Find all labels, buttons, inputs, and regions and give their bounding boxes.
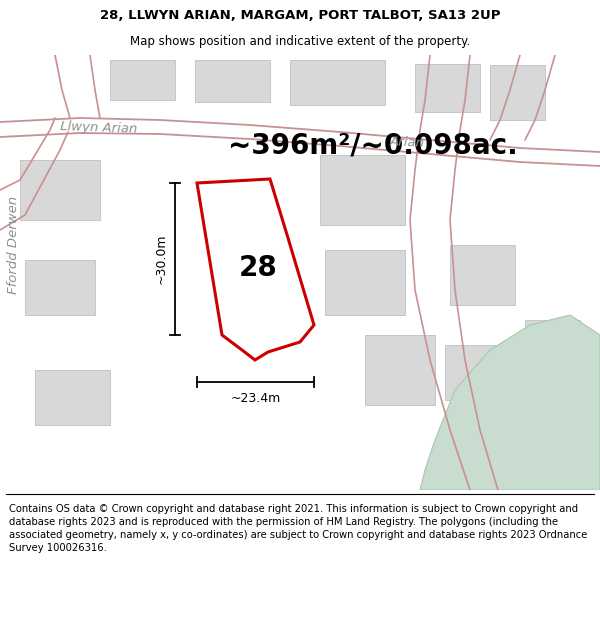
- Bar: [320, 155, 405, 225]
- Bar: [365, 335, 435, 405]
- Text: 28: 28: [239, 254, 277, 282]
- Text: 28, LLWYN ARIAN, MARGAM, PORT TALBOT, SA13 2UP: 28, LLWYN ARIAN, MARGAM, PORT TALBOT, SA…: [100, 9, 500, 22]
- Bar: [110, 60, 175, 100]
- Bar: [195, 60, 270, 102]
- Polygon shape: [420, 315, 600, 490]
- Bar: [20, 160, 100, 220]
- Bar: [490, 65, 545, 120]
- Bar: [445, 345, 510, 400]
- Bar: [35, 370, 110, 425]
- Bar: [525, 320, 580, 380]
- Bar: [415, 64, 480, 112]
- Text: ~396m²/~0.098ac.: ~396m²/~0.098ac.: [228, 132, 518, 160]
- Text: ~30.0m: ~30.0m: [155, 234, 167, 284]
- Bar: [450, 245, 515, 305]
- Text: Map shows position and indicative extent of the property.: Map shows position and indicative extent…: [130, 35, 470, 48]
- Polygon shape: [197, 179, 314, 360]
- Text: Contains OS data © Crown copyright and database right 2021. This information is : Contains OS data © Crown copyright and d…: [9, 504, 587, 553]
- Bar: [325, 250, 405, 315]
- Text: ~23.4m: ~23.4m: [230, 391, 281, 404]
- Bar: [290, 60, 385, 105]
- Bar: [25, 260, 95, 315]
- Text: Arian: Arian: [390, 134, 425, 149]
- Text: Ffordd Derwen: Ffordd Derwen: [7, 196, 20, 294]
- Text: Llwyn Arian: Llwyn Arian: [60, 120, 137, 136]
